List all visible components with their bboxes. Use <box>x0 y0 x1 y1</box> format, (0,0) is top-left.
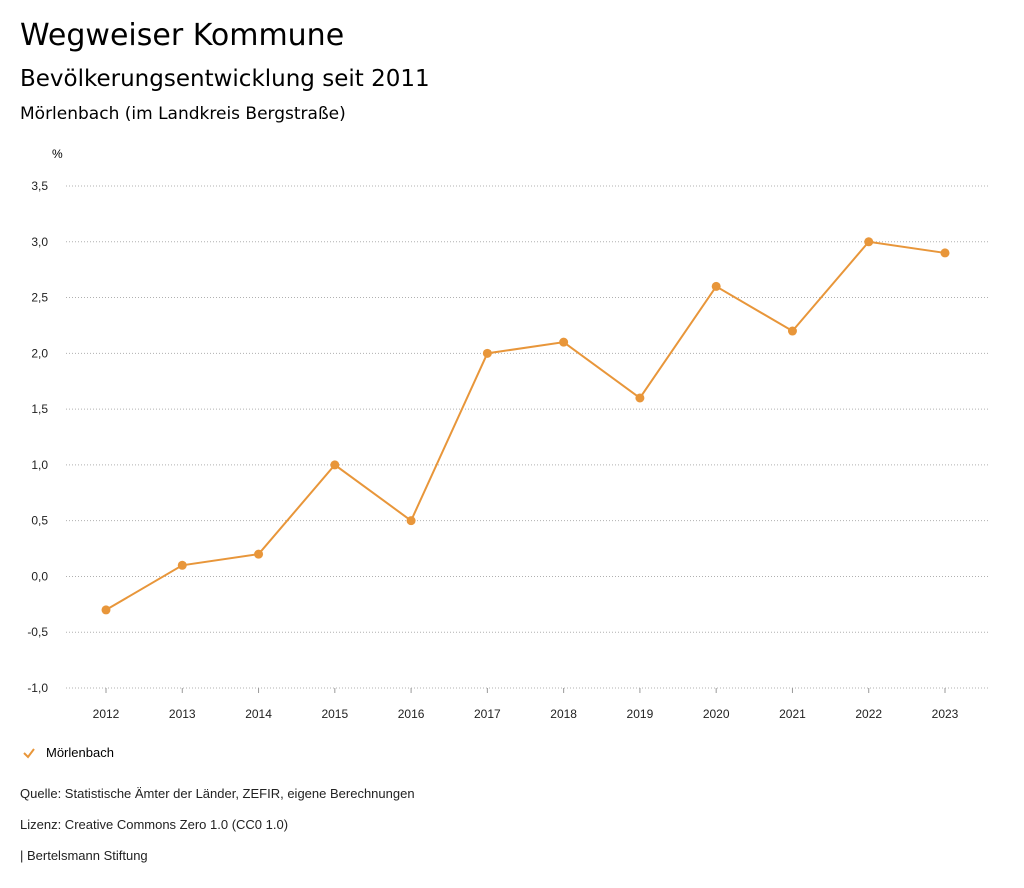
data-point[interactable] <box>101 605 111 615</box>
y-axis-ticks: -1,0 -0,5 0,0 0,5 1,0 1,5 2,0 2,5 3,0 3,5 <box>27 179 48 695</box>
x-axis-ticks: 2012 2013 2014 2015 2016 2017 2018 2019 2020 2021… <box>93 688 959 721</box>
y-tick-label: -0,5 <box>27 625 48 639</box>
data-point[interactable] <box>330 460 340 470</box>
x-tick-label: 2021 <box>779 707 806 721</box>
legend-label: Mörlenbach <box>46 745 114 760</box>
grid-lines <box>66 185 990 689</box>
page-title: Wegweiser Kommune <box>20 18 345 53</box>
x-tick-label: 2013 <box>169 707 196 721</box>
region-label: Mörlenbach (im Landkreis Bergstraße) <box>20 104 346 124</box>
x-tick-label: 2022 <box>855 707 882 721</box>
data-point[interactable] <box>482 348 492 358</box>
y-tick-label: -1,0 <box>27 681 48 695</box>
x-tick-label: 2017 <box>474 707 501 721</box>
data-point[interactable] <box>559 337 569 347</box>
x-tick-label: 2012 <box>93 707 120 721</box>
x-tick-label: 2015 <box>321 707 348 721</box>
check-icon <box>23 747 35 759</box>
y-tick-label: 3,0 <box>31 235 48 249</box>
y-tick-label: 1,0 <box>31 458 48 472</box>
data-point[interactable] <box>254 549 264 559</box>
data-point[interactable] <box>711 281 721 291</box>
license-text: Lizenz: Creative Commons Zero 1.0 (CC0 1… <box>20 817 289 832</box>
y-tick-label: 2,5 <box>31 291 48 305</box>
series-line <box>105 240 946 611</box>
data-point[interactable] <box>940 248 950 258</box>
x-tick-label: 2020 <box>703 707 730 721</box>
chart-subtitle: Bevölkerungsentwicklung seit 2011 <box>20 66 430 92</box>
x-tick-label: 2019 <box>627 707 654 721</box>
x-tick-label: 2016 <box>398 707 425 721</box>
series-layer <box>101 237 950 615</box>
x-tick-label: 2023 <box>932 707 959 721</box>
y-tick-label: 1,5 <box>31 402 48 416</box>
y-axis-unit-label: % <box>52 147 63 161</box>
y-tick-label: 3,5 <box>31 179 48 193</box>
legend[interactable]: Mörlenbach <box>22 745 114 760</box>
y-tick-label: 0,0 <box>31 569 48 583</box>
data-point[interactable] <box>406 516 416 526</box>
x-tick-label: 2014 <box>245 707 272 721</box>
data-point[interactable] <box>177 560 187 570</box>
data-point[interactable] <box>864 237 874 247</box>
y-tick-label: 0,5 <box>31 514 48 528</box>
y-tick-label: 2,0 <box>31 346 48 360</box>
brand-text: | Bertelsmann Stiftung <box>20 848 148 863</box>
data-point[interactable] <box>787 326 797 336</box>
data-point[interactable] <box>635 393 645 403</box>
line-chart: -1,0-0,50,00,51,01,52,02,53,03,5 2012 201… <box>27 147 990 721</box>
source-text: Quelle: Statistische Ämter der Länder, Z… <box>20 786 415 801</box>
x-tick-label: 2018 <box>550 707 577 721</box>
